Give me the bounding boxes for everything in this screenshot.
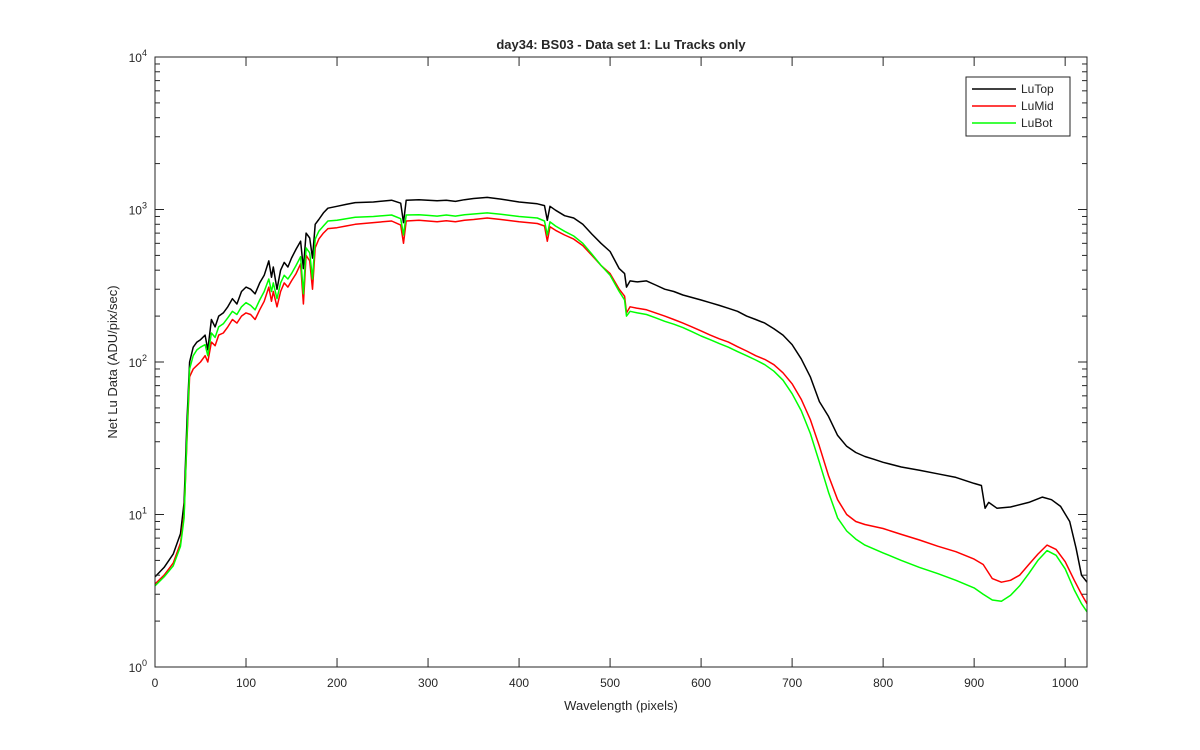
y-tick-exponent: 1 <box>142 506 147 516</box>
x-tick-label: 300 <box>418 676 438 690</box>
x-tick-label: 500 <box>600 676 620 690</box>
x-tick-label: 100 <box>236 676 256 690</box>
y-tick-exponent: 2 <box>142 353 147 363</box>
y-axis-label: Net Lu Data (ADU/pix/sec) <box>105 285 120 438</box>
x-tick-label: 400 <box>509 676 529 690</box>
y-tick-exponent: 3 <box>142 201 147 211</box>
y-tick-exponent: 0 <box>142 658 147 668</box>
x-axis: 0 100 200 300 400 500 600 700 800 900 1000 <box>152 57 1079 690</box>
x-tick-label: 900 <box>964 676 984 690</box>
x-tick-label: 0 <box>152 676 159 690</box>
x-tick-label: 800 <box>873 676 893 690</box>
legend: LuTop LuMid LuBot <box>965 76 1071 137</box>
x-tick-label: 600 <box>691 676 711 690</box>
series-line-lutop <box>154 196 1088 583</box>
y-tick-exponent: 4 <box>142 48 147 58</box>
x-tick-label: 200 <box>327 676 347 690</box>
chart-title: day34: BS03 - Data set 1: Lu Tracks only <box>496 37 746 52</box>
x-tick-label: 1000 <box>1052 676 1079 690</box>
legend-label-lumid: LuMid <box>1021 99 1054 113</box>
x-tick-label: 700 <box>782 676 802 690</box>
legend-label-lutop: LuTop <box>1021 82 1054 96</box>
x-axis-label: Wavelength (pixels) <box>564 698 678 713</box>
series-line-lubot <box>154 212 1088 613</box>
legend-label-lubot: LuBot <box>1021 116 1053 130</box>
series-layer <box>154 196 1088 613</box>
series-line-lumid <box>154 217 1088 605</box>
